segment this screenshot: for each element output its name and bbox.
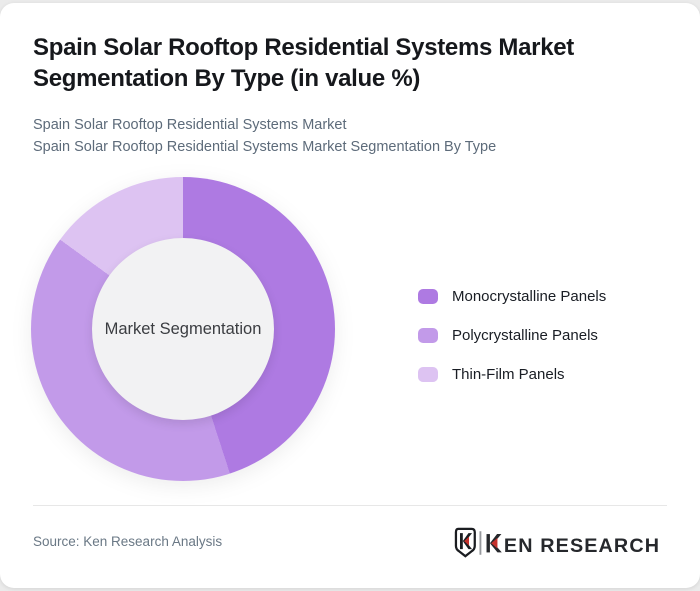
donut-hole: Market Segmentation — [92, 238, 274, 420]
chart-legend: Monocrystalline Panels Polycrystalline P… — [418, 287, 607, 383]
ken-research-logo: EN RESEARCH — [454, 527, 660, 558]
chart-card: Spain Solar Rooftop Residential Systems … — [0, 3, 700, 588]
legend-item-polycrystalline[interactable]: Polycrystalline Panels — [418, 326, 606, 344]
donut-chart: Market Segmentation — [31, 177, 335, 481]
legend-swatch-monocrystalline — [418, 288, 438, 304]
brand-k-glyph — [486, 534, 502, 553]
subtitle-line-1: Spain Solar Rooftop Residential Systems … — [33, 117, 347, 133]
footer-divider — [33, 505, 667, 506]
legend-label: Thin-Film Panels — [452, 365, 565, 383]
source-text: Source: Ken Research Analysis — [33, 534, 223, 549]
subtitle-block: Spain Solar Rooftop Residential Systems … — [33, 115, 496, 158]
legend-item-monocrystalline[interactable]: Monocrystalline Panels — [418, 287, 607, 305]
legend-item-thin-film[interactable]: Thin-Film Panels — [418, 365, 606, 383]
page-title: Spain Solar Rooftop Residential Systems … — [33, 32, 663, 94]
legend-label: Monocrystalline Panels — [452, 287, 607, 305]
brand-text: EN RESEARCH — [504, 535, 660, 557]
ken-shield-icon — [454, 527, 476, 558]
logo-divider-bar — [479, 531, 482, 555]
legend-swatch-thin-film — [418, 366, 438, 382]
legend-label: Polycrystalline Panels — [452, 326, 598, 344]
subtitle-line-2: Spain Solar Rooftop Residential Systems … — [33, 138, 497, 155]
legend-swatch-polycrystalline — [418, 327, 438, 343]
title-line-2: Segmentation By Type (in value %) — [33, 65, 421, 92]
title-line-1: Spain Solar Rooftop Residential Systems … — [33, 34, 575, 61]
donut-center-label: Market Segmentation — [104, 319, 262, 338]
